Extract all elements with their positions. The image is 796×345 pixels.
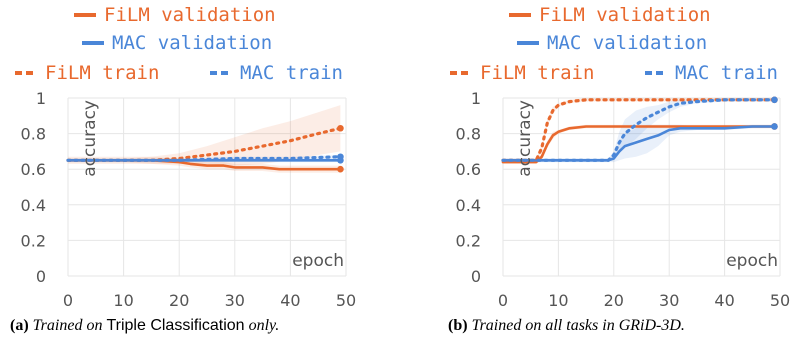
chart-panel-a: 00.20.40.60.810 10 20 30 40 50epochaccuracyFi… (10, 4, 356, 334)
figure-caption: (b) Trained on all tasks in GRiD-3D. (448, 317, 685, 334)
y-tick-label: 0.4 (21, 196, 46, 215)
legend-label: MAC train (240, 62, 343, 84)
y-tick-label: 0.2 (456, 231, 481, 250)
x-axis-label: epoch (292, 251, 344, 271)
caption-task: Triple Classification (106, 317, 244, 334)
x-tick-label: 40 (280, 291, 300, 310)
series-line (66, 126, 342, 162)
figure-caption: (a) Trained on Triple Classification onl… (10, 317, 279, 334)
y-tick-label: 0.4 (456, 196, 481, 215)
y-tick-label: 0.6 (456, 160, 481, 179)
grid (67, 97, 347, 277)
y-tick-label: 1 (36, 89, 46, 108)
x-tick-label: 20 (604, 291, 624, 310)
caption-text-end: only. (245, 317, 280, 334)
series-end-point (337, 124, 344, 132)
legend-label: FiLM train (45, 62, 159, 84)
caption-text: Trained on (33, 317, 107, 334)
x-tick-label: 0 (63, 291, 73, 310)
series-band (503, 124, 775, 163)
x-tick-label: 30 (225, 291, 245, 310)
legend-label: MAC validation (547, 32, 707, 54)
x-tick-label: 10 (113, 291, 133, 310)
y-axis-label: accuracy (515, 100, 535, 177)
y-tick-label: 0.8 (456, 125, 481, 144)
y-tick-label: 0 (36, 267, 46, 286)
legend: FiLM validation MAC validation FiLM train M… (15, 4, 343, 84)
x-tick-label: 10 (548, 291, 568, 310)
series-line (501, 125, 776, 164)
chart-panel-b: 00.20.40.60.810 10 20 30 40 50epochaccuracyFi… (448, 4, 790, 334)
series-end-point (337, 153, 344, 161)
series-line (66, 155, 342, 162)
caption-label: (b) (448, 317, 472, 334)
legend-label: FiLM train (480, 62, 594, 84)
series-band (68, 105, 341, 166)
series-end-point (337, 165, 344, 173)
x-tick-label: 0 (498, 291, 508, 310)
x-tick-label: 40 (714, 291, 734, 310)
y-tick-label: 0 (471, 267, 481, 286)
x-axis-label: epoch (726, 251, 778, 271)
legend-label: MAC validation (112, 32, 272, 54)
legend-label: FiLM validation (104, 4, 276, 26)
caption-label: (a) (10, 317, 33, 334)
series-band (503, 98, 775, 163)
legend-label: FiLM validation (539, 4, 711, 26)
x-tick-label: 50 (770, 291, 790, 310)
series-end-point (771, 96, 778, 104)
y-axis-label: accuracy (80, 100, 100, 177)
series-end-point (771, 123, 778, 130)
series-line (501, 98, 777, 162)
x-tick-label: 20 (169, 291, 189, 310)
x-tick-label: 50 (336, 291, 356, 310)
y-tick-label: 0.2 (21, 231, 46, 250)
y-tick-label: 1 (471, 89, 481, 108)
y-tick-label: 0.6 (21, 160, 46, 179)
legend: FiLM validation MAC validation FiLM train M… (450, 4, 778, 84)
x-tick-label: 30 (659, 291, 679, 310)
series-line (501, 98, 777, 162)
legend-label: MAC train (675, 62, 778, 84)
y-tick-label: 0.8 (21, 125, 46, 144)
caption-text: Trained on all tasks in GRiD-3D. (472, 317, 685, 334)
